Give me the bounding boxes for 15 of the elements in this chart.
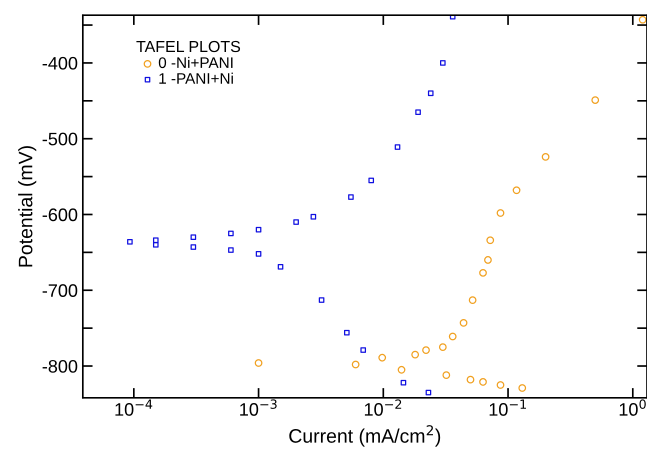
x-axis-title: Current (mA/cm$^{2}$) [289, 425, 440, 447]
x-tick-label: 10$^{0}$ [620, 399, 646, 416]
legend-label: 1 -PANI+Ni [159, 72, 233, 84]
y-tick-label: -600 [42, 208, 78, 222]
y-tick-label: -500 [42, 132, 78, 146]
y-tick-label: -400 [42, 56, 78, 70]
y-tick-label: -700 [42, 284, 78, 297]
legend-label: 0 -Ni+PANI [158, 56, 233, 68]
x-tick-label: 10$^{−3}$ [240, 399, 277, 416]
x-tick-label: 10$^{−2}$ [364, 399, 402, 416]
y-axis-title: Potential (mV) [18, 146, 36, 267]
legend-title: TAFEL PLOTS [136, 40, 240, 52]
x-tick-label: 10$^{−1}$ [490, 400, 526, 416]
x-tick-label: 10$^{−4}$ [115, 400, 152, 416]
y-tick-label: -800 [42, 360, 78, 373]
